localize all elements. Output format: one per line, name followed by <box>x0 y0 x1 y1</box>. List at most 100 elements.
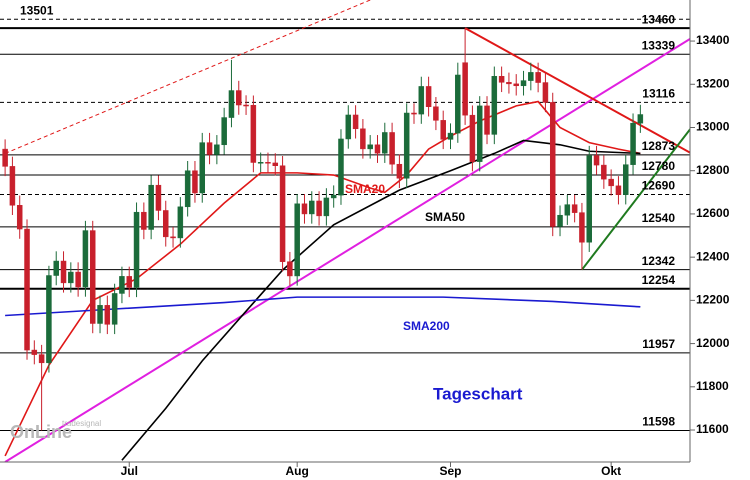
candle-body <box>89 230 96 324</box>
x-tick-label: Sep <box>440 464 462 478</box>
candle-body <box>455 74 461 134</box>
candle-body <box>177 206 184 239</box>
level-label: 12342 <box>642 254 676 268</box>
candle-body <box>352 114 359 130</box>
candle-body <box>184 170 191 208</box>
watermark: OnLine <box>10 422 72 442</box>
candle-body <box>111 293 118 325</box>
candle-body <box>141 211 147 230</box>
candle-body <box>579 212 585 243</box>
candle-body <box>31 349 38 355</box>
candle-body <box>148 184 154 230</box>
candle-body <box>279 165 286 262</box>
candle-body <box>630 122 636 165</box>
candle-body <box>104 305 111 325</box>
candle-body <box>484 105 490 135</box>
x-tick-label: Aug <box>286 464 309 478</box>
candle-body <box>403 112 410 179</box>
y-tick-label: 11600 <box>696 422 729 436</box>
level-label: 12254 <box>642 273 676 287</box>
y-tick-label: 12400 <box>696 249 730 263</box>
series-label: SMA200 <box>403 319 450 333</box>
candle-body <box>243 104 249 107</box>
candle-body <box>345 114 352 140</box>
candle-body <box>75 271 81 288</box>
candle-body <box>622 164 629 195</box>
candle-body <box>338 138 344 196</box>
trendline <box>4 0 371 154</box>
candle-body <box>2 148 8 167</box>
candle-body <box>330 194 337 199</box>
candle-body <box>294 203 300 277</box>
candle-body <box>119 276 125 294</box>
candle-body <box>476 105 483 162</box>
candle-body <box>214 144 220 155</box>
candle-body <box>199 142 206 194</box>
candle-body <box>498 76 505 83</box>
y-tick-label: 11800 <box>696 379 729 393</box>
candle-body <box>411 112 417 115</box>
candle-body <box>637 114 644 124</box>
candle-body <box>236 90 242 106</box>
candle-body <box>396 163 403 179</box>
candle-body <box>564 204 571 216</box>
y-tick-label: 12800 <box>696 163 730 177</box>
candle-body <box>520 80 527 87</box>
candle-body <box>367 144 373 150</box>
candle-body <box>418 86 425 115</box>
candle-body <box>374 144 381 154</box>
candle-body <box>542 82 549 103</box>
candle-body <box>162 210 169 238</box>
sma-line <box>121 139 641 461</box>
candle-body <box>462 62 468 116</box>
candle-body <box>608 178 614 187</box>
candle-body <box>265 162 271 164</box>
candle-body <box>126 276 132 288</box>
candle-body <box>9 166 16 206</box>
candle-body <box>16 205 23 230</box>
level-label: 12690 <box>642 179 676 193</box>
candle-body <box>447 132 454 140</box>
x-tick-label: Jul <box>121 464 138 478</box>
level-label: 13460 <box>642 12 676 26</box>
candle-body <box>309 200 315 215</box>
candle-body <box>250 104 257 163</box>
plot-area <box>0 0 690 462</box>
trendline <box>464 27 690 154</box>
candle-body <box>513 83 519 87</box>
candle-body <box>287 261 293 277</box>
y-tick-label: 12600 <box>696 206 730 220</box>
candle-body <box>593 155 600 166</box>
chart-title: Tageschart <box>433 384 523 403</box>
candle-body <box>440 120 446 140</box>
level-label: 13116 <box>642 87 675 101</box>
candle-body <box>389 132 395 165</box>
candle-body <box>491 76 498 135</box>
level-label: 12540 <box>642 211 676 225</box>
level-label: 11598 <box>642 415 675 429</box>
candle-body <box>97 305 103 324</box>
candle-body <box>615 185 622 195</box>
trendline <box>581 127 690 271</box>
candle-body <box>601 164 607 180</box>
level-label: 13501 <box>20 3 54 17</box>
candle-body <box>155 184 162 211</box>
candle-body <box>133 211 140 288</box>
trendline <box>4 37 690 462</box>
candle-body <box>586 155 592 243</box>
candle-body <box>316 200 322 217</box>
candle-body <box>221 117 227 146</box>
candle-body <box>228 90 235 118</box>
candle-body <box>257 162 264 164</box>
series-label: SMA50 <box>425 210 465 224</box>
level-label: 12780 <box>642 159 676 173</box>
level-label: 12873 <box>642 139 676 153</box>
candle-body <box>549 102 556 227</box>
watermark: tradesignal <box>62 419 101 428</box>
candle-body <box>192 170 198 194</box>
y-tick-label: 13400 <box>696 33 730 47</box>
x-tick-label: Okt <box>601 464 621 478</box>
candle-body <box>68 271 74 284</box>
candle-body <box>382 132 388 154</box>
